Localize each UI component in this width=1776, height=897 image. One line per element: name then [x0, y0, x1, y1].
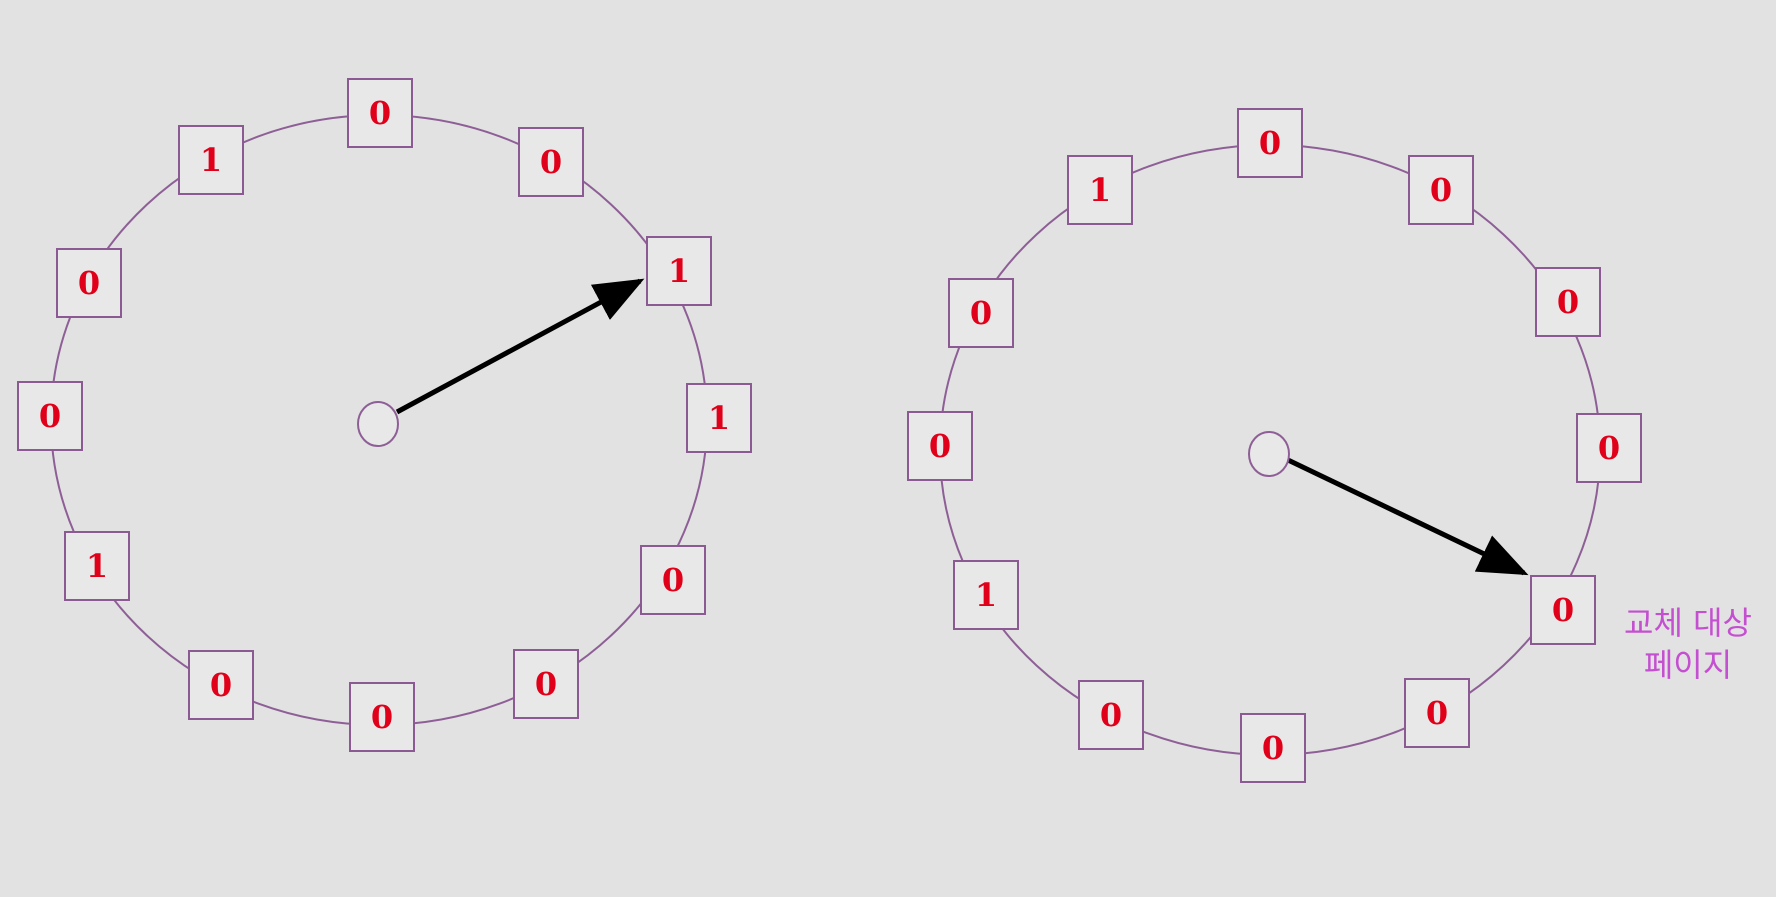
- reference-bit-value: 0: [39, 397, 61, 435]
- reference-bit-frame: 0: [513, 649, 579, 719]
- reference-bit-value: 1: [1089, 171, 1111, 209]
- reference-bit-value: 0: [1100, 696, 1122, 734]
- reference-bit-value: 0: [369, 94, 391, 132]
- reference-bit-value: 1: [200, 141, 222, 179]
- reference-bit-frame: 0: [1404, 678, 1470, 748]
- reference-bit-value: 1: [668, 252, 690, 290]
- reference-bit-value: 1: [975, 576, 997, 614]
- reference-bit-box: [513, 649, 579, 719]
- reference-bit-value: 0: [970, 294, 992, 332]
- reference-bit-box: [953, 560, 1019, 630]
- reference-bit-frame: 0: [1078, 680, 1144, 750]
- reference-bit-box: [1530, 575, 1596, 645]
- reference-bit-frame: 0: [349, 682, 415, 752]
- reference-bit-box: [56, 248, 122, 318]
- reference-bit-box: [948, 278, 1014, 348]
- clock-hand-arrow: [395, 278, 645, 415]
- reference-bit-box: [1078, 680, 1144, 750]
- reference-bit-frame: 0: [518, 127, 584, 197]
- reference-bit-box: [1408, 155, 1474, 225]
- reference-bit-box: [640, 545, 706, 615]
- reference-bit-box: [1576, 413, 1642, 483]
- reference-bit-frame: 1: [686, 383, 752, 453]
- reference-bit-frame: 1: [953, 560, 1019, 630]
- reference-bit-box: [686, 383, 752, 453]
- reference-bit-box: [347, 78, 413, 148]
- reference-bit-box: [178, 125, 244, 195]
- reference-bit-value: 0: [210, 666, 232, 704]
- reference-bit-value: 0: [78, 264, 100, 302]
- reference-bit-frame: 0: [17, 381, 83, 451]
- reference-bit-frame: 0: [188, 650, 254, 720]
- reference-bit-frame: 0: [1237, 108, 1303, 178]
- reference-bit-box: [518, 127, 584, 197]
- reference-bit-frame: 0: [1535, 267, 1601, 337]
- clock-after: 0 0 0 0 0 0 0 0 1 0 0 1: [907, 108, 1642, 783]
- reference-bit-frame: 0: [1408, 155, 1474, 225]
- reference-bit-frame: 0: [1240, 713, 1306, 783]
- reference-bit-value: 0: [929, 427, 951, 465]
- reference-bit-value: 0: [535, 665, 557, 703]
- reference-bit-value: 0: [1552, 591, 1574, 629]
- clock-before: 0 0 1 1 0 0 0 0 1 0 0 1: [17, 78, 752, 752]
- reference-bit-frame: 1: [646, 236, 712, 306]
- reference-bit-value: 0: [1557, 283, 1579, 321]
- reference-bit-box: [646, 236, 712, 306]
- reference-bit-box: [188, 650, 254, 720]
- reference-bit-box: [1535, 267, 1601, 337]
- reference-bit-box: [17, 381, 83, 451]
- reference-bit-frame: 0: [1530, 575, 1596, 645]
- reference-bit-box: [1237, 108, 1303, 178]
- clock-hand-arrow: [1286, 457, 1529, 576]
- reference-bit-frame: 0: [907, 411, 973, 481]
- reference-bit-frame: 0: [948, 278, 1014, 348]
- reference-bit-value: 1: [708, 399, 730, 437]
- reference-bit-value: 0: [1262, 729, 1284, 767]
- reference-bit-value: 0: [1598, 429, 1620, 467]
- reference-bit-value: 0: [371, 698, 393, 736]
- reference-bit-box: [64, 531, 130, 601]
- reference-bit-box: [349, 682, 415, 752]
- reference-bit-box: [1240, 713, 1306, 783]
- replacement-target-label-line1: 교체 대상: [1624, 604, 1752, 642]
- reference-bit-frame: 0: [56, 248, 122, 318]
- reference-bit-frame: 0: [347, 78, 413, 148]
- clock-hub: [357, 401, 399, 447]
- reference-bit-value: 0: [1430, 171, 1452, 209]
- reference-bit-value: 0: [540, 143, 562, 181]
- reference-bit-frame: 1: [178, 125, 244, 195]
- replacement-target-label-line2: 페이지: [1643, 646, 1733, 684]
- reference-bit-value: 0: [1426, 694, 1448, 732]
- reference-bit-frame: 1: [64, 531, 130, 601]
- reference-bit-box: [907, 411, 973, 481]
- clock-hub: [1248, 431, 1290, 477]
- reference-bit-frame: 0: [1576, 413, 1642, 483]
- reference-bit-value: 0: [662, 561, 684, 599]
- reference-bit-box: [1404, 678, 1470, 748]
- reference-bit-frame: 0: [640, 545, 706, 615]
- reference-bit-value: 0: [1259, 124, 1281, 162]
- reference-bit-value: 1: [86, 547, 108, 585]
- reference-bit-box: [1067, 155, 1133, 225]
- reference-bit-frame: 1: [1067, 155, 1133, 225]
